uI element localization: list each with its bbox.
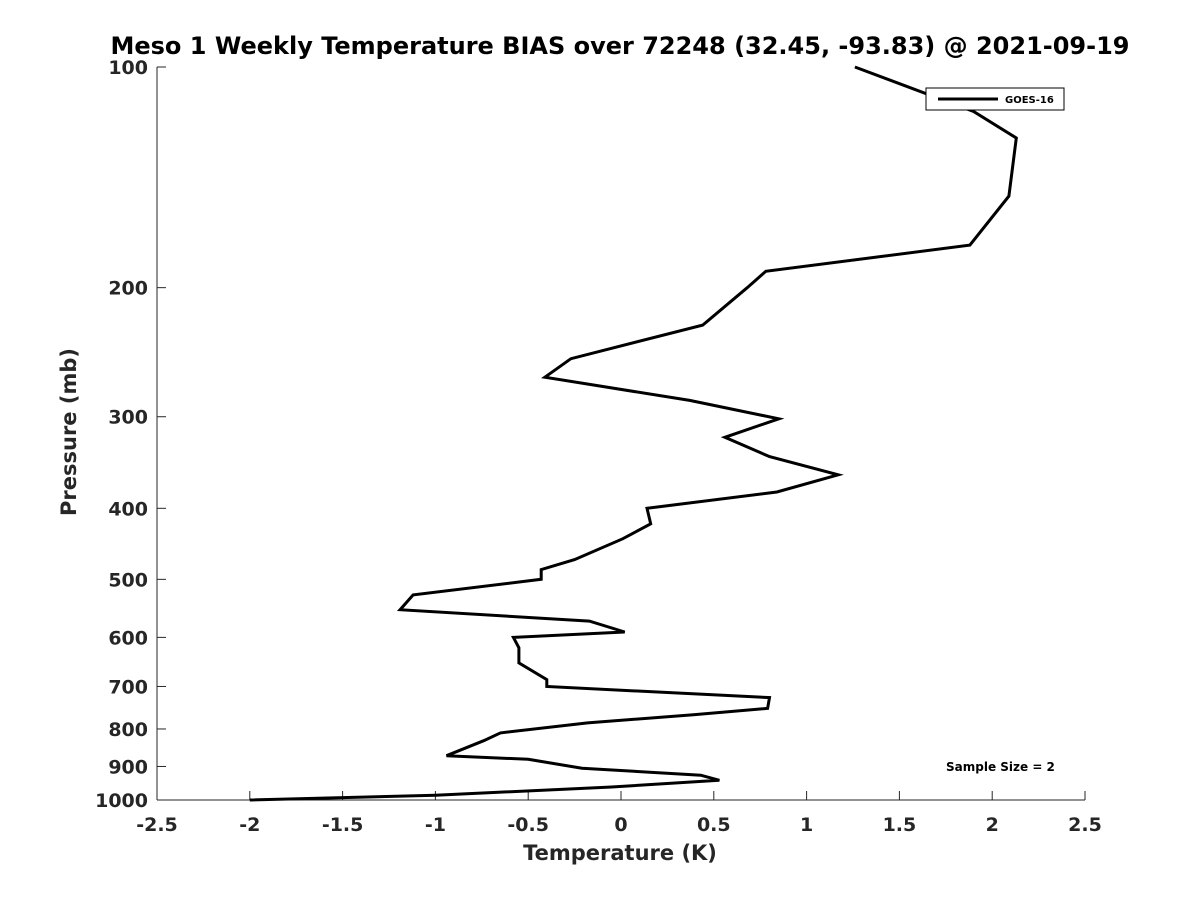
x-tick-label: 2.5 — [1068, 814, 1102, 836]
y-axis-label: Pressure (mb) — [57, 348, 81, 516]
x-tick-label: -0.5 — [507, 814, 549, 836]
sample-size-annotation: Sample Size = 2 — [946, 760, 1055, 774]
legend: GOES-16 — [925, 87, 1065, 111]
y-tick-label: 400 — [108, 498, 148, 520]
x-tick-label: -2.5 — [136, 814, 178, 836]
y-tick-label: 500 — [108, 569, 148, 591]
x-tick-label: 1.5 — [883, 814, 917, 836]
x-tick-label: 0 — [614, 814, 627, 836]
x-tick-label: -1 — [425, 814, 446, 836]
x-tick-label: 2 — [986, 814, 999, 836]
x-tick-label: -2 — [239, 814, 260, 836]
y-tick-label: 300 — [108, 407, 148, 429]
x-tick-label: 1 — [800, 814, 813, 836]
y-tick-label: 600 — [108, 627, 148, 649]
x-tick-label: 0.5 — [697, 814, 731, 836]
y-tick-label: 800 — [108, 719, 148, 741]
legend-label: GOES-16 — [1005, 95, 1054, 106]
y-tick-label: 700 — [108, 676, 148, 698]
chart-title: Meso 1 Weekly Temperature BIAS over 7224… — [110, 32, 1129, 60]
series-line-goes-16 — [249, 65, 1018, 802]
y-tick-label: 200 — [108, 278, 148, 300]
y-tick-label: 100 — [108, 57, 148, 79]
x-axis-label: Temperature (K) — [523, 841, 717, 865]
ticks: -2.5 -2 -1.5 -1 -0.5 0 0.5 1 1.5 2 2.5 100 200 300 400… — [95, 57, 1102, 836]
y-tick-label: 1000 — [95, 790, 148, 812]
x-tick-label: -1.5 — [322, 814, 364, 836]
series-layer — [249, 65, 1018, 802]
y-tick-label: 900 — [108, 756, 148, 778]
